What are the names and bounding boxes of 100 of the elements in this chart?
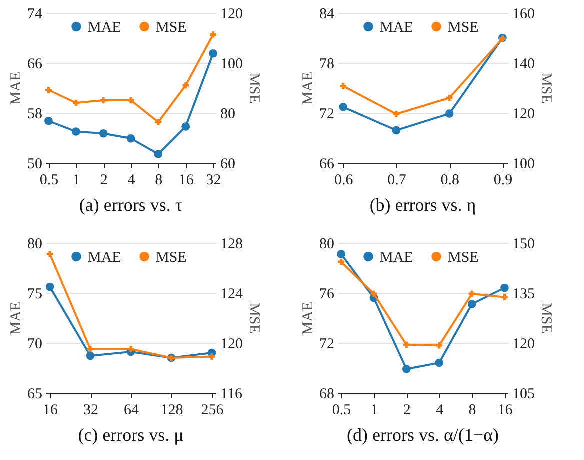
point	[337, 250, 346, 258]
x-tick-label: 128	[160, 402, 184, 418]
y2-tick-label: 140	[512, 56, 535, 72]
y-tick-label: 78	[320, 56, 334, 72]
x-tick-label: 0.5	[332, 402, 352, 418]
point	[87, 346, 94, 352]
point	[128, 97, 134, 104]
point	[100, 97, 107, 104]
y2-axis-title: MSE	[538, 73, 554, 104]
point	[86, 352, 95, 360]
y2-tick-label: 124	[220, 286, 244, 302]
point	[370, 290, 378, 298]
x-tick-label: 16	[43, 402, 59, 418]
y-tick-label: 84	[320, 6, 335, 22]
text: (b) errors vs. η	[370, 195, 476, 215]
point	[208, 354, 216, 360]
y-tick-label: 58	[28, 106, 42, 122]
y-tick-label: 66	[28, 56, 43, 72]
y2-tick-label: 80	[220, 106, 236, 122]
y-tick-label: 72	[320, 336, 334, 352]
point	[46, 282, 54, 292]
x-tick-label: 0.9	[494, 172, 513, 188]
y-tick-label: 70	[28, 336, 42, 352]
point	[46, 87, 52, 94]
y2-tick-label: 120	[220, 336, 243, 352]
y2-tick-label: 120	[220, 6, 243, 22]
point	[44, 116, 53, 126]
point	[435, 358, 444, 368]
point	[446, 94, 453, 102]
point	[99, 129, 108, 138]
x-tick-label: 1	[72, 172, 80, 188]
point	[155, 119, 162, 126]
point	[46, 251, 54, 258]
x-tick-label: 8	[468, 402, 476, 418]
legend-label: MAE	[88, 20, 122, 36]
point	[436, 342, 443, 349]
legend-label: MSE	[156, 20, 187, 36]
point	[210, 32, 216, 38]
point	[468, 290, 476, 298]
y-tick-label: 75	[28, 286, 42, 302]
y-axis-title: MAE	[8, 72, 24, 106]
point	[500, 284, 509, 292]
y2-tick-label: 160	[512, 6, 535, 22]
x-tick-label: 0.5	[40, 172, 59, 188]
y2-tick-label: 120	[512, 106, 535, 122]
text: (c) errors vs. μ	[78, 425, 184, 445]
y2-tick-label: 60	[220, 156, 236, 172]
x-tick-label: 64	[124, 402, 140, 418]
point	[445, 110, 454, 118]
legend-label: MAE	[380, 250, 414, 266]
y2-tick-label: 135	[512, 286, 535, 302]
legend-label: MAE	[380, 20, 414, 36]
point	[182, 122, 190, 131]
y-tick-label: 66	[320, 156, 335, 172]
y-axis-title: MAE	[300, 72, 316, 106]
y-tick-label: 76	[320, 286, 335, 302]
x-tick-label: 0.7	[388, 172, 407, 188]
x-tick-label: 32	[206, 172, 222, 188]
legend-label: MAE	[88, 250, 122, 266]
x-tick-label: 4	[128, 172, 136, 188]
y2-tick-label: 116	[220, 386, 243, 402]
x-tick-label: 256	[201, 402, 224, 418]
x-tick-label: 0.8	[440, 172, 460, 188]
y2-tick-label: 128	[220, 236, 243, 252]
y-tick-label: 80	[320, 236, 334, 252]
point	[392, 126, 401, 135]
point	[403, 342, 410, 348]
y-axis-title: MAE	[8, 302, 24, 336]
x-tick-label: 0.6	[334, 172, 354, 188]
y2-axis-title: MSE	[246, 73, 262, 104]
y-tick-label: 50	[28, 156, 42, 172]
y2-axis-title: MSE	[538, 303, 554, 334]
point	[338, 258, 344, 266]
y-tick-label: 72	[320, 106, 334, 122]
point	[126, 134, 136, 143]
y2-tick-label: 100	[220, 56, 243, 72]
text: (d) errors vs. α/(1−α)	[347, 425, 499, 445]
point	[72, 128, 80, 136]
legend-label: MSE	[156, 250, 187, 266]
point	[393, 111, 400, 118]
point	[209, 49, 218, 58]
y-tick-label: 68	[320, 386, 334, 402]
x-tick-label: 2	[100, 172, 108, 188]
legend-label: MSE	[448, 250, 479, 266]
legend-label: MSE	[448, 20, 479, 36]
x-tick-label: 4	[436, 402, 444, 418]
x-tick-label: 16	[178, 172, 194, 188]
y2-tick-label: 100	[512, 156, 535, 172]
point	[340, 83, 346, 90]
point	[128, 346, 134, 352]
x-tick-label: 32	[84, 402, 99, 418]
point	[502, 294, 508, 300]
y2-tick-label: 105	[512, 386, 535, 402]
y-tick-label: 74	[28, 6, 43, 22]
point	[339, 102, 348, 112]
x-tick-label: 16	[498, 402, 514, 418]
x-tick-label: 8	[155, 172, 163, 188]
x-tick-label: 2	[403, 402, 411, 418]
point	[73, 100, 80, 106]
y-axis-title: MAE	[300, 302, 316, 336]
